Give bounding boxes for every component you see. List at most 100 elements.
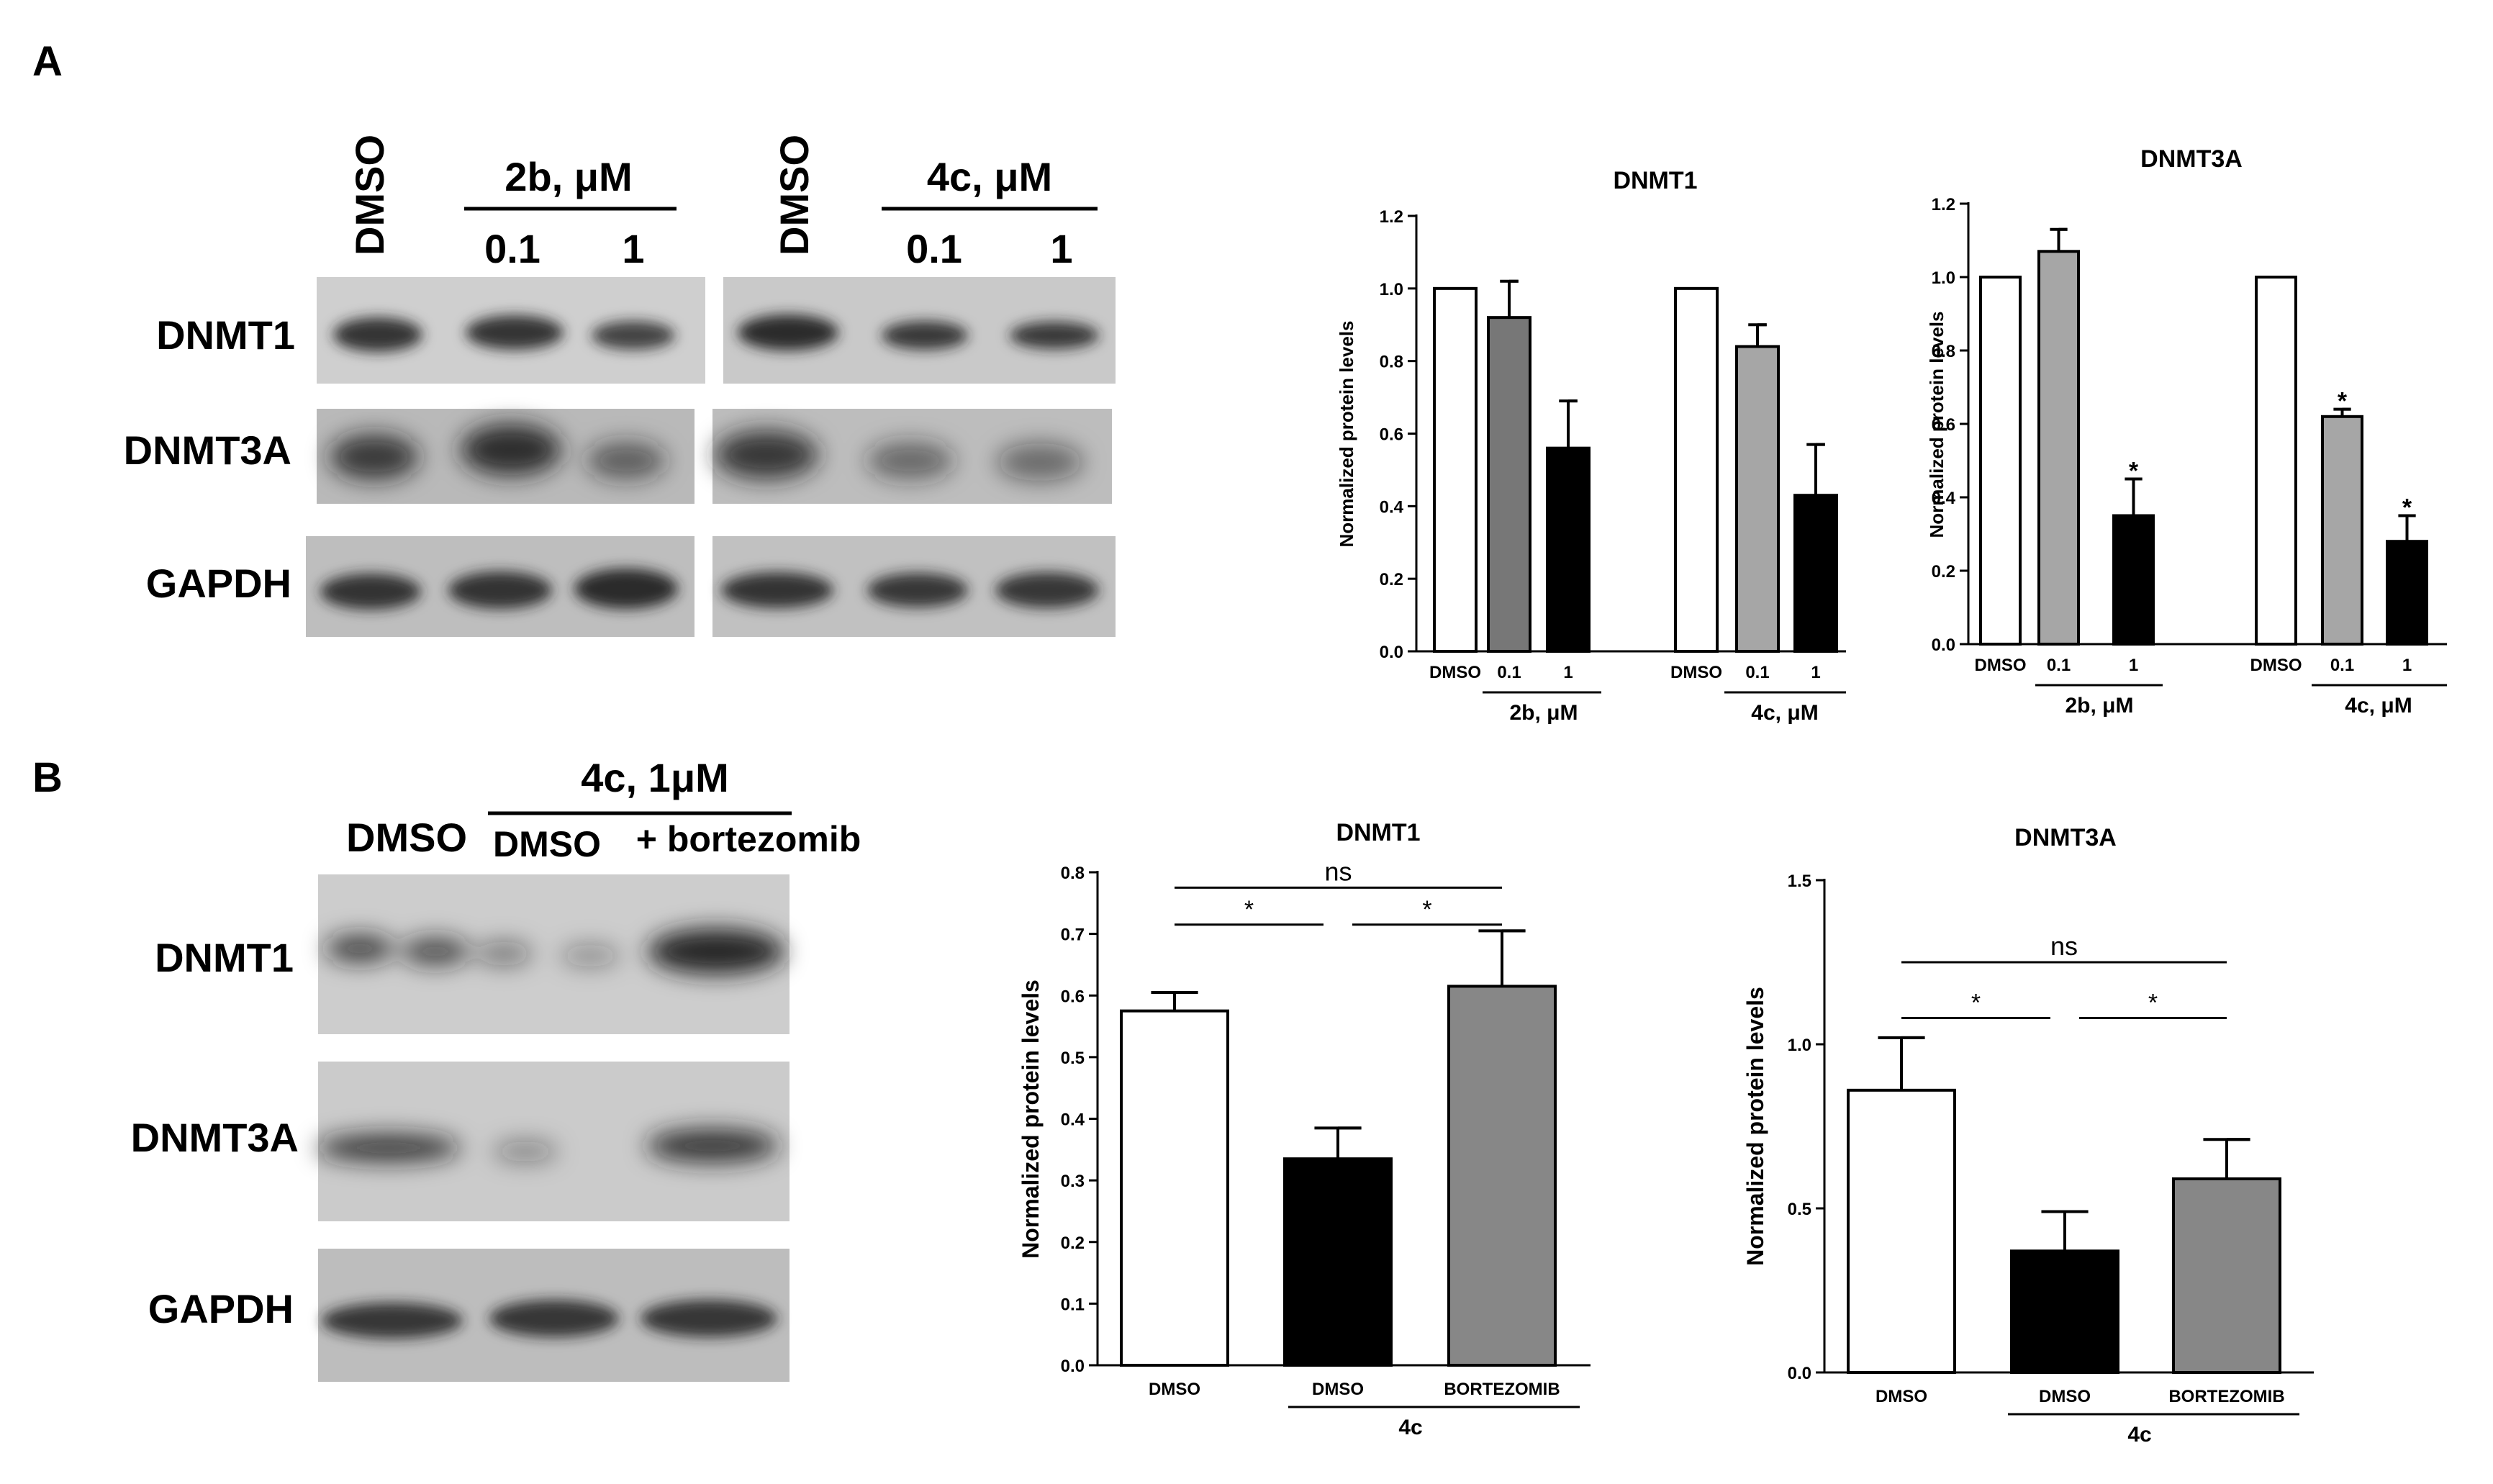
chart-a-dnmt3a: DNMT3A Normalized protein levels 0.0 0.2 0.4… <box>1926 145 2447 718</box>
y-tick-label: 0.6 <box>1380 425 1403 445</box>
bar <box>1674 286 1719 653</box>
category-label: 0.1 <box>1745 663 1769 682</box>
y-tick-label: 1.0 <box>1380 280 1403 299</box>
y-tick-label: 0.3 <box>1061 1172 1085 1191</box>
category-label: 0.1 <box>1497 663 1521 682</box>
category-label: 1 <box>2129 656 2138 675</box>
chart-a-dnmt1: DNMT1 Normalized protein levels 0.0 0.2 0.4 0… <box>1336 167 1846 725</box>
blot-a-bands-gapdh <box>320 569 1099 610</box>
category-label: BORTEZOMIB <box>1444 1380 1560 1399</box>
y-tick-label: 0.2 <box>1061 1234 1085 1253</box>
bar <box>1546 446 1591 653</box>
blot-a-left-dose-1: 0.1 <box>484 226 540 271</box>
y-axis-label: Normalized protein levels <box>1336 321 1357 548</box>
blot-b-row-label-1: DNMT1 <box>155 935 294 980</box>
comparison-label: ns <box>2050 931 2078 961</box>
blot-b-treatment-label: 4c, 1μM <box>581 755 728 800</box>
y-tick-label: 0.6 <box>1932 415 1955 435</box>
blot-a-row-label-3: GAPDH <box>146 561 291 606</box>
y-tick-label: 0.7 <box>1061 926 1085 945</box>
blot-b-bands-dnmt3a <box>317 1128 779 1163</box>
significance-marker: * <box>2129 458 2139 485</box>
y-tick-label: 0.2 <box>1380 570 1403 589</box>
category-label: 0.1 <box>2330 656 2354 675</box>
y-tick-label: 0.8 <box>1932 342 1955 361</box>
y-axis-label: Normalized protein levels <box>1926 312 1947 538</box>
y-tick-label: 0.2 <box>1932 562 1955 582</box>
bar <box>2386 540 2428 646</box>
y-tick-label: 0.4 <box>1380 497 1404 517</box>
y-tick-label: 0.5 <box>1061 1049 1085 1068</box>
chart-b-dnmt3a: DNMT3A Normalized protein levels 0.0 0.5 1.0… <box>1742 824 2314 1447</box>
chart-title: DNMT1 <box>1336 819 1420 846</box>
y-tick-label: 1.2 <box>1932 195 1955 214</box>
y-tick-label: 1.0 <box>1932 268 1955 288</box>
category-label: 1 <box>2402 656 2412 675</box>
comparison-label: ns <box>1324 856 1352 886</box>
blot-panel-a: DMSO 2b, μM 0.1 1 DMSO 4c, μM 0.1 1 DNMT… <box>124 135 1116 637</box>
y-tick-label: 0.5 <box>1788 1200 1811 1219</box>
category-label: BORTEZOMIB <box>2168 1387 2284 1406</box>
blot-a-left-treatment-label: 2b, μM <box>505 154 632 199</box>
y-tick-label: 0.0 <box>1061 1357 1085 1376</box>
blot-b-bands-dnmt1 <box>325 928 784 974</box>
comparison-label: * <box>1971 990 1981 1017</box>
group-label: 2b, μM <box>2065 694 2133 718</box>
y-axis-label: Normalized protein levels <box>1018 979 1044 1259</box>
blot-a-left-dose-2: 1 <box>622 226 644 271</box>
y-tick-label: 0.8 <box>1061 864 1085 883</box>
category-label: DMSO <box>2250 656 2302 675</box>
bar <box>1735 345 1780 653</box>
y-tick-label: 0.4 <box>1061 1110 1085 1130</box>
blot-a-right-treatment-label: 4c, μM <box>927 154 1052 199</box>
bar <box>2112 514 2155 646</box>
bar <box>1487 316 1531 653</box>
category-label: 1 <box>1811 663 1820 682</box>
blot-b-bands-gapdh <box>322 1300 777 1339</box>
category-label: DMSO <box>1975 656 2027 675</box>
panel-letter-a: A <box>32 38 63 85</box>
comparison-label: * <box>2148 990 2158 1017</box>
chart-b-dnmt1: DNMT1 Normalized protein levels 0.0 0.1 0.2 0… <box>1018 819 1591 1439</box>
significance-marker: * <box>2338 388 2348 415</box>
blot-b-row-label-2: DNMT3A <box>131 1115 299 1160</box>
blot-a-right-dose-1: 0.1 <box>906 226 962 271</box>
y-tick-label: 0.4 <box>1932 489 1956 508</box>
bar <box>1979 276 2022 646</box>
blot-a-right-dose-2: 1 <box>1050 226 1072 271</box>
bar <box>1283 1157 1393 1367</box>
category-label: DMSO <box>1876 1387 1927 1406</box>
chart-title: DNMT1 <box>1613 167 1697 194</box>
bar <box>1447 985 1557 1367</box>
category-label: DMSO <box>1149 1380 1200 1399</box>
blot-a-row-label-1: DNMT1 <box>156 312 295 358</box>
blot-b-control-label: DMSO <box>346 815 467 860</box>
y-tick-label: 0.8 <box>1380 353 1403 372</box>
group-label: 4c <box>1398 1416 1422 1439</box>
category-label: DMSO <box>2039 1387 2091 1406</box>
blot-a-bands-dnmt3a <box>330 424 1083 481</box>
group-label: 2b, μM <box>1509 701 1578 725</box>
category-label: DMSO <box>1312 1380 1364 1399</box>
bar <box>1433 286 1478 653</box>
bar <box>1120 1009 1229 1367</box>
bar <box>1793 494 1838 653</box>
category-label: DMSO <box>1429 663 1481 682</box>
y-tick-label: 1.5 <box>1788 872 1811 891</box>
y-tick-label: 0.6 <box>1061 987 1085 1006</box>
blot-panel-b: 4c, 1μM DMSO DMSO + bortezomib DNMT1 DNM… <box>131 755 861 1382</box>
category-label: 1 <box>1563 663 1573 682</box>
comparison-label: * <box>1422 896 1431 923</box>
bar <box>1847 1088 1956 1374</box>
significance-marker: * <box>2402 494 2412 522</box>
bar <box>2172 1177 2281 1374</box>
category-label: DMSO <box>1670 663 1722 682</box>
blot-b-row-label-3: GAPDH <box>148 1286 294 1331</box>
y-tick-label: 1.0 <box>1788 1036 1811 1055</box>
category-label: 0.1 <box>2047 656 2071 675</box>
y-tick-label: 0.0 <box>1788 1364 1811 1383</box>
blot-a-bands-dnmt1 <box>333 315 1099 352</box>
chart-title: DNMT3A <box>2140 145 2243 173</box>
bar <box>2255 276 2297 646</box>
